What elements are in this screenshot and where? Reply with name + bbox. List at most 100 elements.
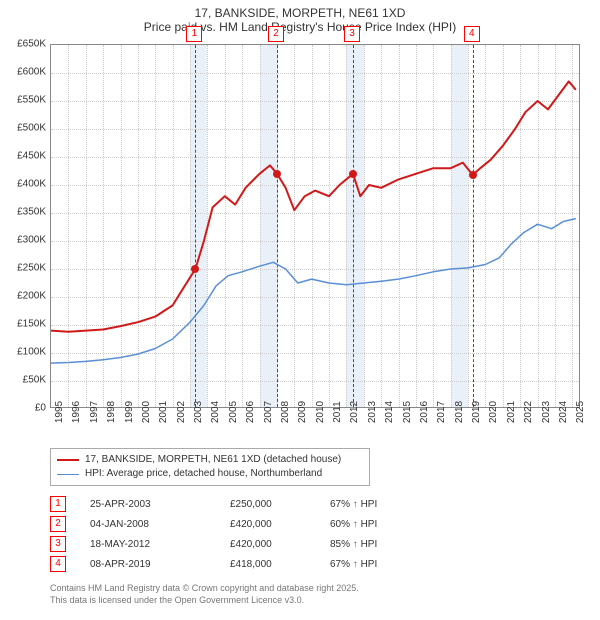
- y-tick-label: £400K: [2, 179, 46, 190]
- arrow-up-icon: ↑: [353, 519, 358, 530]
- sale-point-marker: [469, 171, 477, 179]
- sale-event-label: 4: [464, 26, 480, 42]
- gridline-horizontal: [51, 213, 579, 214]
- gridline-vertical: [207, 45, 208, 407]
- sale-date: 08-APR-2019: [90, 559, 230, 570]
- y-tick-label: £600K: [2, 67, 46, 78]
- x-tick-label: 2007: [263, 401, 274, 423]
- x-tick-label: 1996: [71, 401, 82, 423]
- chart-title-line1: 17, BANKSIDE, MORPETH, NE61 1XD: [0, 6, 600, 20]
- gridline-vertical: [225, 45, 226, 407]
- gridline-vertical: [520, 45, 521, 407]
- sale-pct-vs-hpi: 67% ↑ HPI: [330, 559, 420, 570]
- gridline-vertical: [399, 45, 400, 407]
- gridline-vertical: [503, 45, 504, 407]
- y-tick-label: £550K: [2, 95, 46, 106]
- sale-record-row: 4 08-APR-2019£418,00067% ↑ HPI: [50, 554, 420, 574]
- x-tick-label: 2024: [558, 401, 569, 423]
- footer-line1: Contains HM Land Registry data © Crown c…: [50, 582, 359, 594]
- gridline-vertical: [468, 45, 469, 407]
- gridline-horizontal: [51, 325, 579, 326]
- chart-title-line2: Price paid vs. HM Land Registry's House …: [0, 20, 600, 34]
- sale-pct-vs-hpi: 67% ↑ HPI: [330, 499, 420, 510]
- x-tick-label: 2002: [176, 401, 187, 423]
- sale-price: £418,000: [230, 559, 330, 570]
- gridline-horizontal: [51, 129, 579, 130]
- gridline-horizontal: [51, 297, 579, 298]
- sale-pct-vs-hpi: 85% ↑ HPI: [330, 539, 420, 550]
- y-tick-label: £0: [2, 403, 46, 414]
- gridline-vertical: [538, 45, 539, 407]
- sale-event-line: [277, 45, 278, 407]
- sale-event-label: 3: [344, 26, 360, 42]
- gridline-vertical: [242, 45, 243, 407]
- sale-index-box: 4: [50, 556, 66, 572]
- footer-line2: This data is licensed under the Open Gov…: [50, 594, 359, 606]
- gridline-vertical: [86, 45, 87, 407]
- gridline-vertical: [190, 45, 191, 407]
- sale-event-label: 1: [186, 26, 202, 42]
- x-tick-label: 2021: [506, 401, 517, 423]
- sale-price: £250,000: [230, 499, 330, 510]
- legend-swatch: [57, 474, 79, 475]
- x-tick-label: 2015: [402, 401, 413, 423]
- legend-item: 17, BANKSIDE, MORPETH, NE61 1XD (detache…: [57, 453, 363, 467]
- y-tick-label: £100K: [2, 347, 46, 358]
- y-tick-label: £150K: [2, 319, 46, 330]
- gridline-vertical: [312, 45, 313, 407]
- x-tick-label: 2017: [436, 401, 447, 423]
- sale-index-box: 1: [50, 496, 66, 512]
- gridline-vertical: [138, 45, 139, 407]
- plot-region: [50, 44, 580, 408]
- gridline-vertical: [433, 45, 434, 407]
- sale-date: 25-APR-2003: [90, 499, 230, 510]
- gridline-horizontal: [51, 101, 579, 102]
- y-tick-label: £650K: [2, 39, 46, 50]
- x-tick-label: 2013: [367, 401, 378, 423]
- gridline-horizontal: [51, 353, 579, 354]
- sale-date: 18-MAY-2012: [90, 539, 230, 550]
- y-tick-label: £350K: [2, 207, 46, 218]
- x-tick-label: 2006: [245, 401, 256, 423]
- gridline-vertical: [173, 45, 174, 407]
- legend-swatch: [57, 459, 79, 461]
- x-tick-label: 1997: [89, 401, 100, 423]
- gridline-vertical: [364, 45, 365, 407]
- footer-attribution: Contains HM Land Registry data © Crown c…: [50, 582, 359, 606]
- x-tick-label: 2000: [141, 401, 152, 423]
- x-tick-label: 2005: [228, 401, 239, 423]
- gridline-vertical: [260, 45, 261, 407]
- x-tick-label: 2004: [210, 401, 221, 423]
- x-tick-label: 1998: [106, 401, 117, 423]
- gridline-vertical: [416, 45, 417, 407]
- y-tick-label: £50K: [2, 375, 46, 386]
- arrow-up-icon: ↑: [353, 539, 358, 550]
- legend-item: HPI: Average price, detached house, Nort…: [57, 467, 363, 481]
- gridline-vertical: [121, 45, 122, 407]
- chart-area: 1234 £0£50K£100K£150K£200K£250K£300K£350…: [50, 44, 580, 408]
- gridline-horizontal: [51, 157, 579, 158]
- gridline-vertical: [485, 45, 486, 407]
- gridline-horizontal: [51, 269, 579, 270]
- gridline-vertical: [294, 45, 295, 407]
- y-tick-label: £250K: [2, 263, 46, 274]
- sale-point-marker: [191, 265, 199, 273]
- gridline-vertical: [68, 45, 69, 407]
- x-tick-label: 2009: [297, 401, 308, 423]
- x-tick-label: 2018: [454, 401, 465, 423]
- gridline-vertical: [451, 45, 452, 407]
- gridline-vertical: [155, 45, 156, 407]
- sale-point-marker: [273, 170, 281, 178]
- x-tick-label: 2022: [523, 401, 534, 423]
- legend-label: 17, BANKSIDE, MORPETH, NE61 1XD (detache…: [85, 453, 341, 467]
- sale-pct-vs-hpi: 60% ↑ HPI: [330, 519, 420, 530]
- sale-price: £420,000: [230, 519, 330, 530]
- gridline-horizontal: [51, 73, 579, 74]
- x-tick-label: 2012: [349, 401, 360, 423]
- y-tick-label: £200K: [2, 291, 46, 302]
- sale-record-row: 318-MAY-2012£420,00085% ↑ HPI: [50, 534, 420, 554]
- x-tick-label: 2011: [332, 401, 343, 423]
- x-tick-label: 2008: [280, 401, 291, 423]
- title-block: 17, BANKSIDE, MORPETH, NE61 1XD Price pa…: [0, 0, 600, 34]
- x-tick-label: 2003: [193, 401, 204, 423]
